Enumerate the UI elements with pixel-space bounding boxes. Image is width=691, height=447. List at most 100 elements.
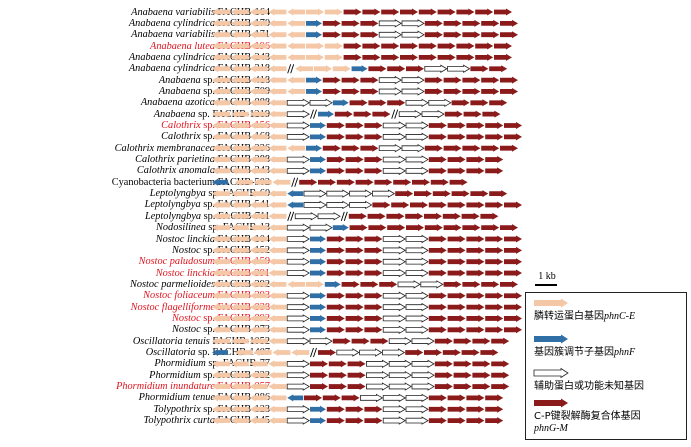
lyase-gene-arrow: [494, 8, 512, 16]
lyase-gene-arrow: [442, 349, 461, 356]
transporter-gene-arrow: [272, 178, 291, 186]
transporter-gene-arrow: [230, 156, 249, 164]
lyase-gene-arrow: [434, 383, 453, 391]
lyase-gene-arrow: [345, 122, 364, 129]
species-name: Phormidium: [149, 369, 201, 381]
lyase-gene-arrow: [466, 292, 485, 300]
lyase-gene-arrow: [347, 371, 366, 379]
unknown-gene-arrow: [286, 257, 310, 266]
lyase-gene-arrow: [428, 303, 447, 311]
lyase-gene-arrow: [482, 110, 501, 118]
transporter-gene-arrow: [230, 280, 249, 288]
lyase-gene-arrow: [381, 53, 400, 61]
transporter-gene-arrow: [272, 349, 291, 356]
species-name: Anabaena lutea: [150, 40, 215, 52]
lyase-gene-arrow: [368, 65, 387, 73]
unknown-gene-arrow: [382, 268, 406, 278]
lyase-gene-arrow: [364, 314, 383, 322]
transporter-gene-arrow: [249, 110, 268, 118]
lyase-gene-arrow: [456, 8, 475, 16]
transporter-gene-arrow: [212, 371, 230, 379]
legend-label-transporter: 膦转运蛋白基因phnC-E: [534, 311, 684, 323]
transporter-gene-arrow: [287, 87, 306, 95]
transporter-gene-arrow: [249, 258, 268, 266]
unknown-gene-arrow: [378, 87, 402, 96]
legend-swatch-unknown: [533, 367, 569, 379]
lyase-gene-arrow: [475, 42, 494, 50]
lyase-gene-arrow: [345, 258, 364, 266]
regulator-gene-arrow: [332, 224, 349, 232]
transporter-gene-arrow: [249, 371, 268, 379]
regulator-gene-arrow: [287, 394, 304, 402]
lyase-gene-arrow: [485, 394, 504, 402]
lyase-gene-arrow: [428, 394, 447, 402]
transporter-gene-arrow: [268, 314, 287, 322]
lyase-gene-arrow: [310, 360, 328, 368]
lyase-gene-arrow: [364, 417, 383, 425]
lyase-gene-arrow: [447, 235, 466, 243]
species-name: Anabaena cylindrica: [128, 17, 215, 29]
lyase-gene-arrow: [494, 53, 512, 61]
unknown-gene-arrow: [405, 393, 429, 403]
lyase-gene-arrow: [428, 269, 447, 277]
lyase-gene-arrow: [367, 212, 386, 220]
lyase-gene-arrow: [360, 280, 379, 288]
unknown-gene-arrow: [359, 348, 383, 357]
lyase-gene-arrow: [466, 303, 485, 311]
transporter-gene-arrow: [230, 212, 249, 220]
unknown-gene-arrow: [309, 98, 333, 107]
lyase-gene-arrow: [364, 246, 383, 254]
lyase-gene-arrow: [447, 269, 466, 277]
lyase-gene-arrow: [485, 133, 504, 141]
transporter-gene-arrow: [212, 246, 230, 254]
lyase-gene-arrow: [341, 394, 360, 402]
transporter-gene-arrow: [212, 326, 230, 334]
lyase-gene-arrow: [466, 235, 485, 243]
lyase-gene-arrow: [381, 8, 400, 16]
transporter-gene-arrow: [268, 417, 287, 425]
regulator-gene-arrow: [287, 201, 304, 209]
unknown-gene-arrow: [411, 336, 435, 346]
regulator-gene-arrow: [310, 235, 326, 243]
transporter-gene-arrow: [230, 269, 249, 277]
lyase-gene-arrow: [481, 31, 500, 39]
transporter-gene-arrow: [212, 76, 230, 84]
lyase-gene-arrow: [491, 360, 510, 368]
lyase-gene-arrow: [310, 383, 328, 391]
legend-swatch-regulator: [534, 334, 568, 344]
unknown-gene-arrow: [382, 132, 406, 142]
unknown-gene-arrow: [286, 291, 310, 300]
species-name: Nostoc: [172, 244, 201, 256]
lyase-gene-arrow: [406, 65, 424, 73]
transporter-gene-arrow: [249, 122, 268, 129]
unknown-gene-arrow: [371, 189, 396, 198]
lyase-gene-arrow: [500, 144, 518, 152]
lyase-gene-arrow: [485, 201, 504, 209]
unknown-gene-arrow: [286, 302, 310, 312]
unknown-gene-arrow: [286, 314, 310, 323]
lyase-gene-arrow: [466, 167, 485, 175]
lyase-gene-arrow: [500, 19, 518, 27]
lyase-gene-arrow: [341, 280, 360, 288]
lyase-gene-arrow: [462, 19, 481, 27]
legend-text: 辅助蛋白或功能未知基因: [534, 381, 644, 392]
transporter-gene-arrow: [230, 360, 249, 368]
lyase-gene-arrow: [341, 144, 360, 152]
lyase-gene-arrow: [362, 42, 381, 50]
lyase-gene-arrow: [437, 8, 456, 16]
lyase-gene-arrow: [364, 269, 383, 277]
unknown-gene-arrow: [401, 19, 425, 28]
legend: 膦转运蛋白基因phnC-E 基因簇调节子基因phnF 辅助蛋白或功能未知基因 C-P键…: [525, 292, 687, 440]
unknown-gene-arrow: [405, 302, 429, 312]
lyase-gene-arrow: [430, 178, 449, 186]
unknown-gene-arrow: [286, 155, 310, 164]
transporter-gene-arrow: [212, 8, 230, 16]
unknown-gene-arrow: [428, 98, 452, 107]
unknown-gene-arrow: [447, 64, 471, 73]
transporter-gene-arrow: [212, 53, 230, 61]
lyase-gene-arrow: [500, 31, 518, 39]
lyase-gene-arrow: [461, 212, 480, 220]
lyase-gene-arrow: [466, 405, 485, 413]
lyase-gene-arrow: [470, 190, 489, 198]
